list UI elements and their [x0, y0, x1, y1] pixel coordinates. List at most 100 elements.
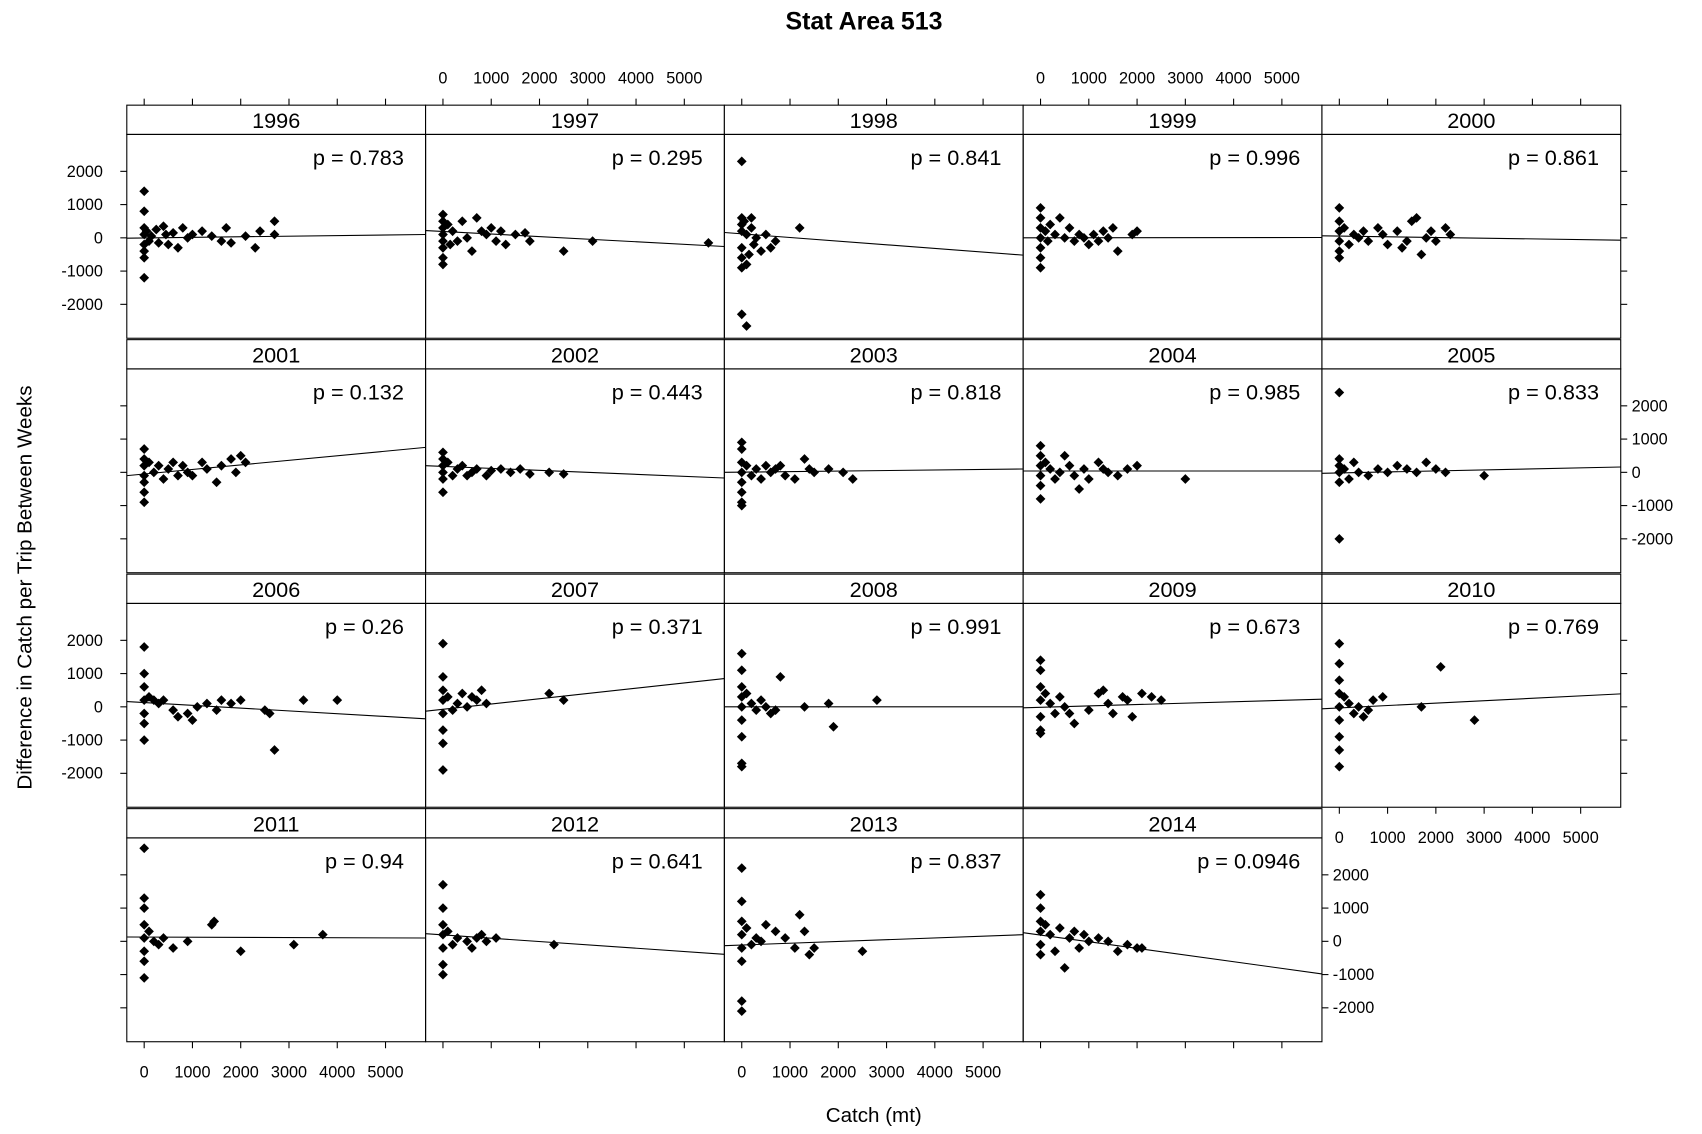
data-point [139, 206, 150, 217]
panel-title: 2010 [1447, 577, 1495, 602]
y-tick-label: 2000 [1333, 866, 1369, 884]
data-point [202, 698, 212, 709]
data-point [1069, 470, 1080, 481]
data-point [139, 497, 150, 508]
data-point [447, 470, 458, 481]
data-point [1074, 943, 1085, 953]
data-point [139, 903, 150, 913]
data-point [1083, 474, 1094, 484]
data-point [139, 682, 150, 692]
data-point [139, 444, 150, 454]
p-value-annotation: p = 0.443 [612, 379, 703, 404]
data-point [481, 470, 492, 481]
panel-strip [425, 104, 725, 135]
data-point [736, 682, 747, 692]
panel-title: 2004 [1148, 342, 1196, 367]
data-point [799, 454, 810, 464]
data-point [226, 237, 236, 248]
data-point [168, 457, 179, 468]
data-point [736, 929, 747, 940]
x-tick-label: 2000 [820, 1064, 856, 1082]
data-point [1050, 708, 1060, 719]
data-point [746, 698, 757, 709]
data-point [1137, 943, 1147, 953]
data-point [746, 470, 757, 481]
data-point [1334, 203, 1345, 213]
data-point [1064, 460, 1075, 471]
data-point [438, 903, 448, 913]
data-point [139, 470, 150, 481]
data-point [1334, 701, 1345, 712]
data-point [1334, 454, 1345, 464]
data-point [1054, 691, 1065, 702]
p-value-annotation: p = 0.132 [313, 379, 404, 404]
x-tick-label: 0 [1036, 69, 1045, 87]
data-point [794, 909, 805, 920]
data-point [438, 685, 448, 696]
data-point [139, 246, 150, 257]
data-point [438, 638, 448, 649]
data-point [1054, 467, 1065, 478]
panel-strip [126, 573, 427, 604]
x-tick-label: 1000 [1370, 829, 1406, 847]
data-point [182, 936, 193, 947]
data-point [1059, 701, 1070, 712]
x-tick-label: 1000 [772, 1064, 808, 1082]
data-point [751, 464, 762, 474]
p-value-annotation: p = 0.94 [325, 848, 404, 873]
data-point [457, 460, 468, 471]
data-point [549, 939, 559, 950]
x-tick-label: 3000 [271, 1064, 307, 1082]
data-point [1146, 691, 1157, 702]
x-tick-label: 4000 [319, 1064, 355, 1082]
data-point [1334, 638, 1345, 649]
data-point [1334, 387, 1345, 398]
y-tick-label: 0 [1632, 464, 1641, 482]
data-point [1334, 477, 1345, 488]
data-point [481, 698, 492, 709]
data-point [476, 685, 487, 696]
data-point [558, 246, 569, 257]
y-tick-label: 0 [1333, 933, 1342, 951]
x-tick-label: 3000 [1167, 69, 1203, 87]
data-point [139, 956, 150, 967]
data-point [1112, 246, 1123, 257]
data-point [1074, 484, 1085, 494]
y-tick-label: 2000 [67, 163, 103, 181]
data-point [452, 933, 463, 943]
data-point [1479, 470, 1490, 481]
data-point [139, 252, 150, 263]
x-tick-label: 2000 [1418, 829, 1454, 847]
panel-title: 2011 [253, 811, 300, 836]
data-point [1430, 464, 1441, 474]
panel-strip [425, 808, 725, 839]
x-tick-label: 0 [1335, 829, 1344, 847]
data-point [182, 708, 193, 719]
data-point [524, 469, 535, 479]
data-point [438, 738, 448, 749]
data-point [1334, 731, 1345, 742]
p-value-annotation: p = 0.673 [1209, 614, 1300, 639]
data-point [828, 721, 839, 732]
data-point [736, 487, 747, 498]
data-point [515, 464, 526, 474]
data-point [1069, 926, 1080, 937]
data-point [139, 893, 150, 903]
y-tick-label: 0 [94, 698, 103, 716]
data-point [1334, 658, 1345, 669]
data-point [168, 227, 179, 238]
data-point [799, 926, 810, 937]
x-tick-label: 4000 [618, 69, 654, 87]
data-point [520, 227, 530, 238]
data-point [438, 474, 448, 484]
data-point [1382, 467, 1393, 478]
data-point [139, 642, 150, 652]
data-point [438, 919, 448, 930]
data-point [736, 252, 747, 263]
data-point [202, 464, 212, 474]
panel-strip [425, 339, 725, 370]
p-value-annotation: p = 0.0946 [1197, 848, 1300, 873]
